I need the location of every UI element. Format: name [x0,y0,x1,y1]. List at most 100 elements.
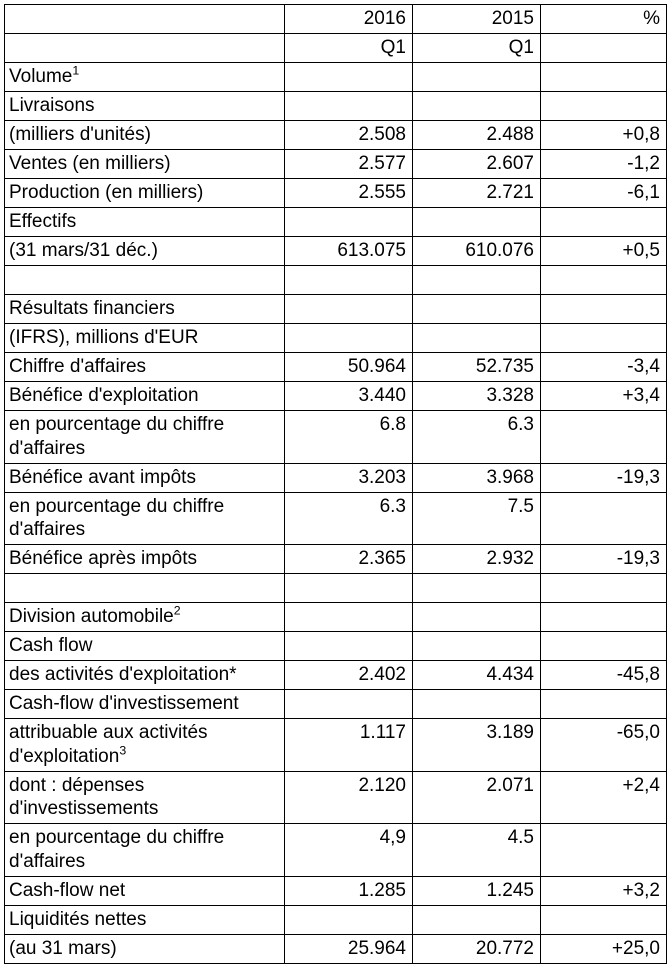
cell-pct [541,632,667,661]
row-label: Résultats financiers [5,295,285,324]
cell-2016: 3.440 [285,382,413,411]
cell-2016 [285,63,413,92]
row-label: Production (en milliers) [5,179,285,208]
row-label: Volume1 [5,63,285,92]
table-row: en pourcentage du chiffre d'affaires6.37… [5,492,667,545]
table-row: Bénéfice avant impôts3.2033.968-19,3 [5,463,667,492]
cell-pct [541,266,667,295]
cell-2016 [285,324,413,353]
cell-2015: 6.3 [413,411,541,464]
cell-2015: 2.721 [413,179,541,208]
table-row: Division automobile2 [5,603,667,632]
cell-2015: 52.735 [413,353,541,382]
cell-2015 [413,324,541,353]
cell-pct: +3,4 [541,382,667,411]
table-row: des activités d'exploitation*2.4024.434-… [5,661,667,690]
cell-pct [541,208,667,237]
row-label: en pourcentage du chiffre d'affaires [5,824,285,877]
cell-2015 [413,574,541,603]
cell-pct: -1,2 [541,150,667,179]
table-row [5,266,667,295]
table-row: Cash-flow d'investissement [5,690,667,719]
cell-2016 [285,905,413,934]
table-row: en pourcentage du chiffre d'affaires6.86… [5,411,667,464]
cell-pct: -19,3 [541,545,667,574]
row-label: dont : dépenses d'investissements [5,771,285,824]
table-row: Bénéfice d'exploitation3.4403.328+3,4 [5,382,667,411]
row-label: Chiffre d'affaires [5,353,285,382]
cell-pct [541,574,667,603]
cell-2015: Q1 [413,34,541,63]
cell-2015: 610.076 [413,237,541,266]
row-label: Ventes (en milliers) [5,150,285,179]
cell-2015 [413,603,541,632]
cell-2015: 2.488 [413,121,541,150]
cell-pct [541,92,667,121]
table-row: Volume1 [5,63,667,92]
cell-2016 [285,632,413,661]
cell-pct [541,492,667,545]
table-row: (31 mars/31 déc.)613.075610.076+0,5 [5,237,667,266]
cell-2015: 3.189 [413,719,541,772]
table-row: 20162015% [5,5,667,34]
table-row: Production (en milliers)2.5552.721-6,1 [5,179,667,208]
cell-2015 [413,690,541,719]
table-row [5,574,667,603]
cell-2015: 2.607 [413,150,541,179]
cell-2016: 1.285 [285,876,413,905]
row-label: des activités d'exploitation* [5,661,285,690]
cell-2016 [285,208,413,237]
cell-pct [541,824,667,877]
table-body: 20162015%Q1Q1Volume1Livraisons(milliers … [5,5,667,964]
cell-2016 [285,574,413,603]
row-label: en pourcentage du chiffre d'affaires [5,492,285,545]
cell-pct [541,63,667,92]
table-row: Liquidités nettes [5,905,667,934]
cell-2016: 2.402 [285,661,413,690]
cell-pct [541,411,667,464]
cell-2016: 1.117 [285,719,413,772]
row-label: (31 mars/31 déc.) [5,237,285,266]
cell-2015 [413,632,541,661]
cell-pct: % [541,5,667,34]
table-row: Cash-flow net1.2851.245+3,2 [5,876,667,905]
table-row: Livraisons [5,92,667,121]
row-label: Cash-flow net [5,876,285,905]
cell-2015: 2.932 [413,545,541,574]
footnote-ref: 1 [72,64,79,78]
cell-2016 [285,92,413,121]
cell-2016: 6.3 [285,492,413,545]
row-label [5,266,285,295]
cell-2016: 6.8 [285,411,413,464]
row-label: Cash-flow d'investissement [5,690,285,719]
footnote-ref: 2 [174,604,181,618]
table-row: en pourcentage du chiffre d'affaires4,94… [5,824,667,877]
row-label: Bénéfice avant impôts [5,463,285,492]
cell-2016: 2.508 [285,121,413,150]
cell-pct: -19,3 [541,463,667,492]
cell-2016: Q1 [285,34,413,63]
cell-2015: 4.5 [413,824,541,877]
cell-pct: +25,0 [541,934,667,963]
row-label: Cash flow [5,632,285,661]
table-row: (IFRS), millions d'EUR [5,324,667,353]
table-row: (milliers d'unités)2.5082.488+0,8 [5,121,667,150]
cell-pct: -3,4 [541,353,667,382]
cell-2015: 7.5 [413,492,541,545]
row-label [5,5,285,34]
cell-2016 [285,690,413,719]
table-row: dont : dépenses d'investissements2.1202.… [5,771,667,824]
cell-pct [541,34,667,63]
cell-2015 [413,905,541,934]
row-label: (milliers d'unités) [5,121,285,150]
cell-2015 [413,266,541,295]
row-label: Liquidités nettes [5,905,285,934]
row-label [5,574,285,603]
table-row: Résultats financiers [5,295,667,324]
table-row: Bénéfice après impôts2.3652.932-19,3 [5,545,667,574]
cell-2016: 3.203 [285,463,413,492]
cell-2016: 4,9 [285,824,413,877]
row-label: Livraisons [5,92,285,121]
cell-2016: 25.964 [285,934,413,963]
financial-table: 20162015%Q1Q1Volume1Livraisons(milliers … [4,4,667,964]
